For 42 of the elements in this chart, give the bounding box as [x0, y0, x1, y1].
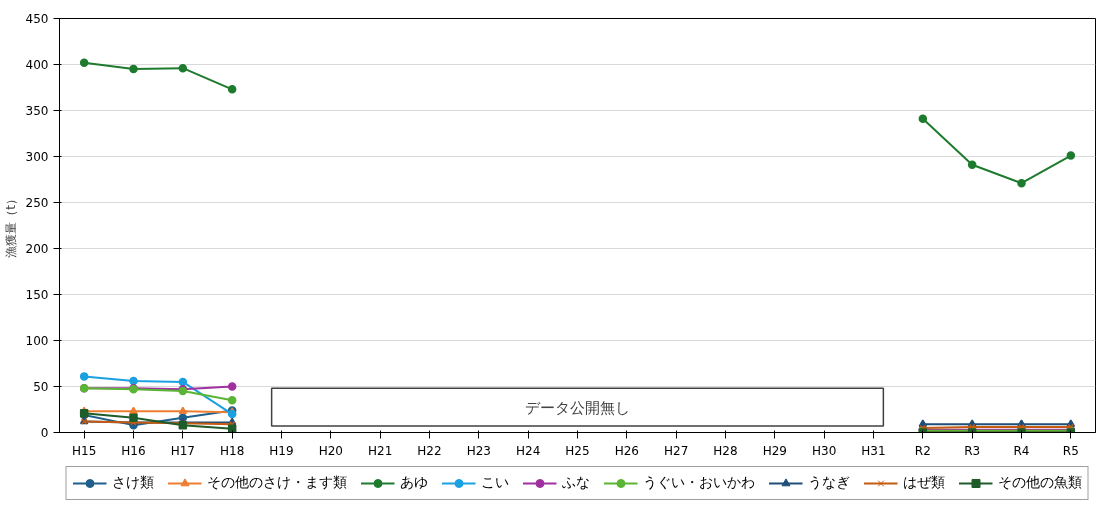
legend-label: さけ類: [111, 473, 154, 492]
y-tick-label: 400: [25, 58, 49, 72]
x-tick-label: H17: [170, 443, 195, 458]
y-tick-label: 150: [25, 288, 49, 302]
x-tick-label: H29: [762, 443, 787, 458]
x-tick-label: H25: [565, 443, 590, 458]
x-tick-label: R3: [964, 443, 981, 458]
x-tick-label: R5: [1062, 443, 1079, 458]
x-tick-label: H22: [417, 443, 442, 458]
x-tick-label: H15: [72, 443, 97, 458]
annotation: データ公開無し: [525, 398, 630, 417]
x-tick-label: R4: [1013, 443, 1030, 458]
legend-label: ふな: [561, 473, 590, 492]
x-tick-label: H20: [318, 443, 343, 458]
y-tick-label: 200: [25, 242, 49, 256]
y-tick-label: 250: [25, 196, 49, 210]
legend-label: その他のさけ・ます類: [206, 473, 347, 492]
x-tick-label: H21: [368, 443, 393, 458]
x-tick-label: H23: [466, 443, 491, 458]
y-tick-label: 50: [33, 380, 49, 394]
y-axis-title: 漁獲量（t）: [3, 193, 18, 258]
legend-label: その他の魚類: [997, 473, 1082, 492]
x-tick-label: H31: [861, 443, 886, 458]
x-tick-label: H24: [516, 443, 541, 458]
legend-label: あゆ: [399, 473, 428, 492]
x-tick-label: H27: [664, 443, 689, 458]
y-tick-label: 0: [40, 426, 49, 440]
x-tick-label: H16: [121, 443, 146, 458]
legend-label: はぜ類: [902, 473, 945, 492]
x-tick-label: H18: [220, 443, 245, 458]
y-tick-label: 300: [25, 150, 49, 164]
y-tick-label: 350: [25, 104, 49, 118]
x-tick-label: H28: [713, 443, 738, 458]
x-tick-label: R2: [914, 443, 931, 458]
legend-label: こい: [480, 473, 509, 492]
x-tick-label: H19: [269, 443, 294, 458]
y-tick-label: 100: [25, 334, 49, 348]
legend-label: うぐい・おいかわ: [642, 473, 755, 492]
x-tick-label: H26: [614, 443, 639, 458]
legend-label: うなぎ: [807, 473, 850, 492]
y-tick-label: 450: [25, 12, 49, 26]
x-tick-label: H30: [812, 443, 837, 458]
